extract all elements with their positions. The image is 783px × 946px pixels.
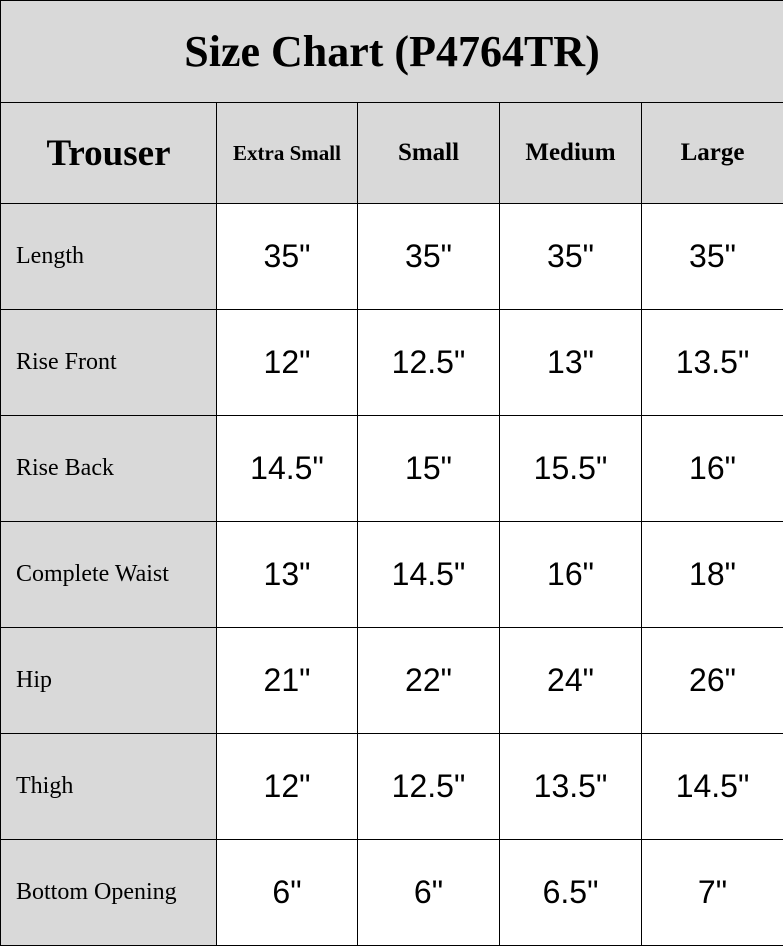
measurement-value: 35" — [500, 204, 642, 310]
size-header-small: Small — [358, 103, 500, 204]
table-row: Complete Waist13"14.5"16"18" — [1, 522, 783, 628]
measurement-value: 24" — [500, 628, 642, 734]
measurement-value: 18" — [642, 522, 783, 628]
measurement-value: 14.5" — [217, 416, 358, 522]
measurement-value: 16" — [500, 522, 642, 628]
table-row: Hip21"22"24"26" — [1, 628, 783, 734]
measurement-value: 7" — [642, 840, 783, 946]
measurement-label: Rise Back — [1, 416, 217, 522]
chart-title: Size Chart (P4764TR) — [1, 1, 783, 103]
measurement-value: 35" — [217, 204, 358, 310]
measurement-value: 6" — [358, 840, 500, 946]
header-row: Trouser Extra Small Small Medium Large — [1, 103, 783, 204]
measurement-label: Rise Front — [1, 310, 217, 416]
measurement-value: 6.5" — [500, 840, 642, 946]
measurement-value: 12.5" — [358, 310, 500, 416]
measurement-value: 12" — [217, 310, 358, 416]
table-row: Thigh12"12.5"13.5"14.5" — [1, 734, 783, 840]
measurement-value: 13.5" — [642, 310, 783, 416]
measurement-value: 13.5" — [500, 734, 642, 840]
measurement-value: 13" — [217, 522, 358, 628]
size-header-extra-small: Extra Small — [217, 103, 358, 204]
measurement-value: 15" — [358, 416, 500, 522]
measurement-label: Hip — [1, 628, 217, 734]
size-header-large: Large — [642, 103, 783, 204]
measurement-value: 35" — [358, 204, 500, 310]
measurement-value: 21" — [217, 628, 358, 734]
measurement-label: Thigh — [1, 734, 217, 840]
measurement-label: Complete Waist — [1, 522, 217, 628]
measurement-value: 14.5" — [642, 734, 783, 840]
measurement-value: 6" — [217, 840, 358, 946]
measurement-value: 35" — [642, 204, 783, 310]
size-header-medium: Medium — [500, 103, 642, 204]
table-row: Rise Front12"12.5"13"13.5" — [1, 310, 783, 416]
measurement-label: Length — [1, 204, 217, 310]
measurement-value: 13" — [500, 310, 642, 416]
measurement-value: 12.5" — [358, 734, 500, 840]
table-row: Rise Back14.5"15"15.5"16" — [1, 416, 783, 522]
measurement-value: 26" — [642, 628, 783, 734]
garment-header: Trouser — [1, 103, 217, 204]
measurement-label: Bottom Opening — [1, 840, 217, 946]
table-row: Bottom Opening6"6"6.5"7" — [1, 840, 783, 946]
measurement-value: 22" — [358, 628, 500, 734]
table-row: Length35"35"35"35" — [1, 204, 783, 310]
measurement-value: 16" — [642, 416, 783, 522]
measurement-value: 15.5" — [500, 416, 642, 522]
measurement-value: 12" — [217, 734, 358, 840]
measurement-value: 14.5" — [358, 522, 500, 628]
